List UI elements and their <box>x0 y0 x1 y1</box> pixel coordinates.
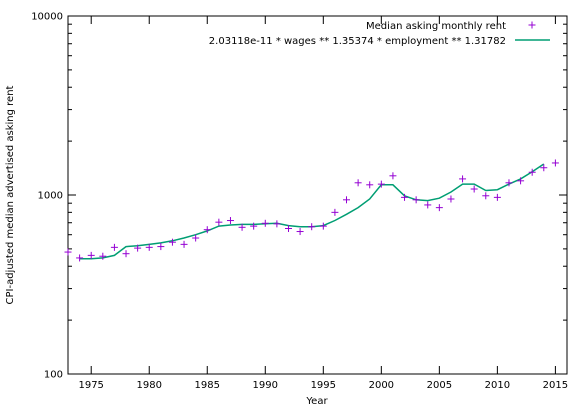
y-axis-label: CPI-adjusted median advertised asking re… <box>5 85 16 304</box>
data-point <box>284 224 292 232</box>
x-tick-label: 2010 <box>485 380 510 391</box>
x-tick-label: 1990 <box>253 380 278 391</box>
legend-label-rent: Median asking monthly rent <box>366 21 506 32</box>
data-point <box>412 196 420 204</box>
data-point <box>447 195 455 203</box>
legend: Median asking monthly rent 2.03118e-11 *… <box>209 21 550 47</box>
data-point <box>168 238 176 246</box>
data-point <box>551 159 559 167</box>
data-point <box>424 201 432 209</box>
data-point <box>87 251 95 259</box>
data-point <box>308 223 316 231</box>
x-tick-label: 1980 <box>137 380 162 391</box>
data-point <box>517 177 525 185</box>
x-tick-label: 2000 <box>369 380 394 391</box>
data-point <box>110 243 118 251</box>
plot-frame <box>67 15 568 375</box>
data-point <box>134 244 142 252</box>
data-point <box>366 181 374 189</box>
data-point <box>226 217 234 225</box>
x-axis-label: Year <box>305 396 328 407</box>
x-tick-label: 2005 <box>427 380 452 391</box>
rent-series <box>64 159 559 262</box>
data-point <box>389 172 397 180</box>
data-point <box>435 204 443 212</box>
data-point <box>459 175 467 183</box>
x-tick-label: 1975 <box>78 380 103 391</box>
y-axis-ticks: 100 1000 10000 <box>31 12 567 381</box>
legend-marker-rent <box>528 21 536 29</box>
data-point <box>401 193 409 201</box>
data-point <box>122 250 130 258</box>
y-tick-label: 10000 <box>31 12 63 23</box>
data-point <box>377 180 385 188</box>
data-point <box>215 218 223 226</box>
data-point <box>180 240 188 248</box>
data-point <box>470 185 478 193</box>
data-point <box>64 248 72 256</box>
legend-label-model: 2.03118e-11 * wages ** 1.35374 * employm… <box>209 36 506 47</box>
data-point <box>157 243 165 251</box>
data-point <box>76 254 84 262</box>
data-point <box>493 193 501 201</box>
x-axis-ticks: 1975 1980 1985 1990 1995 2000 2005 2010 2015 <box>78 16 568 391</box>
data-point <box>192 234 200 242</box>
data-point <box>261 219 269 227</box>
data-point <box>528 168 536 176</box>
data-point <box>145 243 153 251</box>
x-tick-label: 2015 <box>543 380 568 391</box>
data-point <box>482 192 490 200</box>
data-point <box>354 179 362 187</box>
data-point <box>250 222 258 230</box>
data-point <box>296 228 304 236</box>
data-point <box>505 179 513 187</box>
x-tick-label: 1985 <box>195 380 220 391</box>
data-point <box>319 222 327 230</box>
data-point <box>238 223 246 231</box>
y-tick-label: 1000 <box>38 191 63 202</box>
data-point <box>540 164 548 172</box>
data-point <box>331 208 339 216</box>
data-point <box>203 226 211 234</box>
x-tick-label: 1995 <box>311 380 336 391</box>
data-point <box>99 252 107 260</box>
data-point <box>343 196 351 204</box>
y-tick-label: 100 <box>44 370 63 381</box>
data-point <box>273 220 281 228</box>
